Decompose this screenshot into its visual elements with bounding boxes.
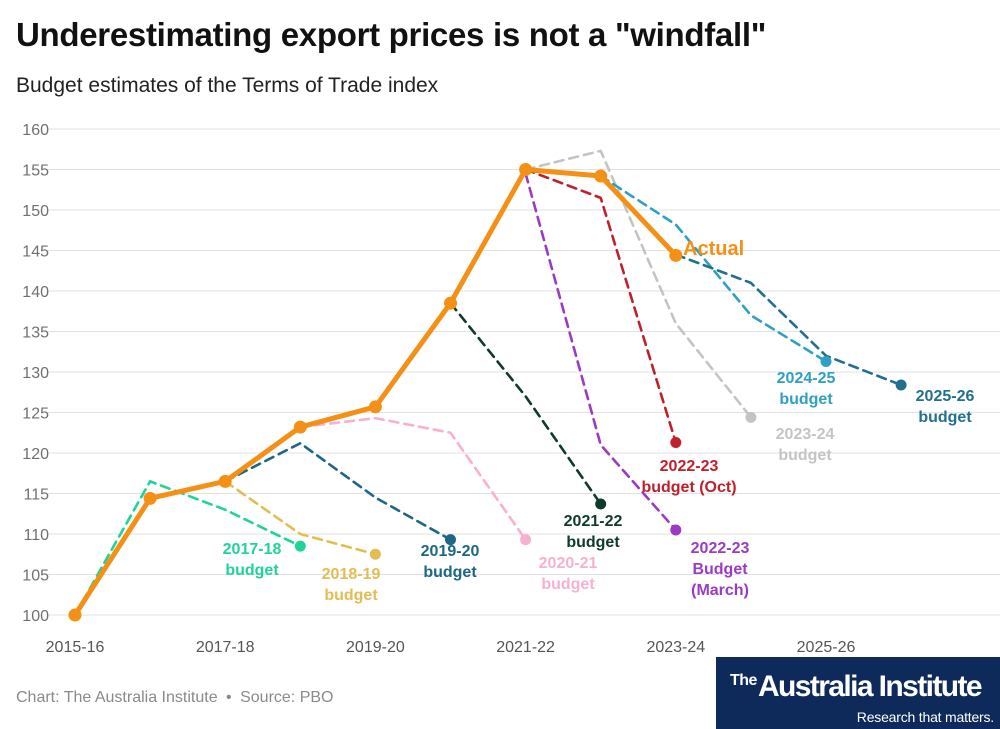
series-label-line: budget (225, 562, 279, 579)
series-line-0 (73, 480, 302, 617)
series-endpoint-8 (820, 355, 832, 367)
chart-credit: Chart: The Australia Institute (16, 689, 218, 706)
series-label-line: 2017-18 (223, 541, 282, 558)
actual-point-2021-22 (519, 163, 533, 176)
actual-point-2022-23 (594, 169, 608, 183)
series-label-line: budget (423, 564, 477, 581)
series-endpoint-5 (670, 524, 682, 536)
series-line-8 (599, 174, 828, 363)
series-label-line: 2020-21 (539, 555, 598, 572)
actual-point-2019-20 (368, 400, 382, 414)
series-label-5: 2022-23 Budget (March) (691, 540, 750, 599)
series-label-line: 2023-24 (776, 426, 835, 443)
series-label-line: budget (Oct) (641, 479, 736, 496)
y-tick-label-160: 160 (22, 122, 49, 139)
x-tick-label-2017-18: 2017-18 (196, 639, 255, 656)
series-label-line: 2019-20 (421, 543, 480, 560)
actual-point-2018-19 (293, 420, 307, 434)
actual-point-2020-21 (444, 296, 457, 310)
series-line-5 (524, 172, 678, 532)
y-tick-label-135: 135 (22, 325, 49, 342)
series-label-line: budget (918, 409, 972, 426)
series-label-3: 2020-21 budget (539, 555, 598, 593)
footer-separator: • (226, 689, 232, 706)
series-label-9: 2025-26 budget (916, 388, 975, 426)
series-label-line: 2022-23 (660, 458, 719, 475)
series-label-7: 2023-24 budget (776, 426, 835, 464)
series-label-8: 2024-25 budget (777, 370, 836, 408)
chart-source: Source: PBO (240, 689, 334, 706)
series-label-line: 2024-25 (777, 370, 836, 387)
series-label-line: Actual (683, 238, 744, 260)
actual-point-2017-18 (218, 474, 232, 488)
logo-the: The (730, 672, 757, 689)
series-line-1 (223, 480, 377, 556)
y-tick-label-120: 120 (22, 446, 49, 463)
y-tick-label-140: 140 (22, 284, 49, 301)
series-endpoint-2 (445, 534, 456, 546)
series-line-3 (298, 416, 527, 541)
series-endpoint-6 (670, 436, 682, 448)
y-tick-label-125: 125 (22, 406, 49, 423)
series-markers (68, 163, 907, 622)
y-tick-label-130: 130 (22, 365, 49, 382)
x-tick-label-2019-20: 2019-20 (346, 639, 405, 656)
series-label-line: budget (779, 391, 833, 408)
y-tick-label-110: 110 (23, 527, 49, 544)
series-endpoint-0 (294, 540, 306, 552)
series-label-line: 2022-23 (691, 540, 750, 557)
series-label-10: Actual (683, 238, 744, 260)
series-label-line: budget (566, 534, 620, 551)
logo-name: Australia Institute (757, 670, 983, 703)
series-label-line: budget (324, 587, 378, 604)
series-label-line: 2025-26 (916, 388, 975, 405)
logo-wordmark: TheAustralia Institute (730, 670, 983, 704)
actual-point-2015-16 (68, 608, 82, 622)
series-label-line: 2018-19 (322, 566, 381, 583)
actual-point-2023-24 (669, 248, 683, 262)
series-label-1: 2018-19 budget (322, 566, 381, 604)
australia-institute-logo: TheAustralia Institute Research that mat… (716, 657, 1000, 729)
x-axis: 2015-16 2017-18 2019-20 2021-22 2023-24 2025-… (46, 639, 856, 656)
series-endpoint-4 (595, 498, 607, 510)
series-endpoint-7 (745, 411, 757, 423)
x-tick-label-2021-22: 2021-22 (496, 639, 555, 656)
y-axis: 100 105 110 115 120 125 130 135 140 145 150 155 160 (22, 122, 49, 625)
series-endpoint-9 (895, 379, 907, 391)
logo-tagline: Research that matters. (856, 709, 994, 725)
series-line-2 (223, 441, 452, 541)
series-label-line: budget (541, 576, 595, 593)
series-label-4: 2021-22 budget (564, 513, 623, 551)
series-line-6 (524, 168, 678, 444)
gridlines (48, 128, 1000, 616)
y-tick-label-100: 100 (22, 608, 49, 625)
chart-footer: Chart: The Australia Institute • Source:… (16, 689, 333, 707)
chart-subtitle: Budget estimates of the Terms of Trade i… (16, 74, 439, 97)
series-label-0: 2017-18 budget (223, 541, 282, 579)
x-tick-label-2025-26: 2025-26 (797, 639, 856, 656)
series-line-7 (524, 149, 753, 419)
series-label-line: budget (778, 447, 832, 464)
chart-title: Underestimating export prices is not a "… (16, 16, 767, 53)
actual-point-2016-17 (143, 491, 157, 505)
x-tick-label-2015-16: 2015-16 (46, 639, 105, 656)
series-label-line: (March) (691, 582, 749, 599)
y-tick-label-105: 105 (22, 568, 49, 585)
series-label-6: 2022-23 budget (Oct) (641, 458, 736, 496)
series-line-9 (674, 253, 903, 387)
series-line-4 (449, 301, 603, 506)
y-tick-label-150: 150 (22, 203, 49, 220)
x-tick-label-2023-24: 2023-24 (646, 639, 705, 656)
series-endpoint-3 (520, 534, 532, 546)
series-label-2: 2019-20 budget (421, 543, 480, 581)
series-label-line: 2021-22 (564, 513, 623, 530)
y-tick-label-115: 115 (23, 487, 49, 504)
y-tick-label-145: 145 (22, 244, 49, 261)
series-endpoint-1 (369, 548, 381, 560)
series-label-line: Budget (692, 561, 748, 578)
y-tick-label-155: 155 (22, 163, 49, 180)
